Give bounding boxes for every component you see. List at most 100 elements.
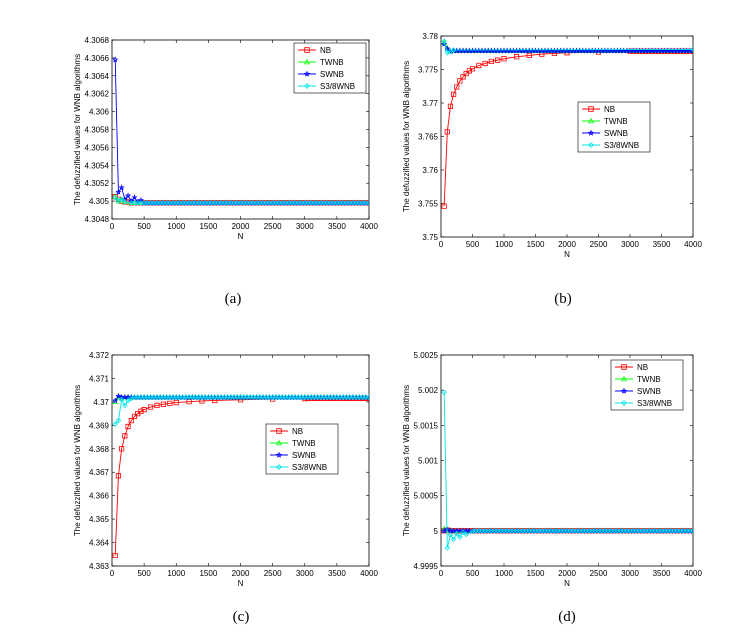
data-point (115, 473, 122, 479)
data-point (160, 401, 166, 407)
legend-entry: SWNB (604, 129, 628, 138)
data-point (112, 552, 118, 559)
legend-entry: SWNB (320, 70, 344, 79)
data-point (112, 194, 118, 201)
data-point (125, 397, 131, 404)
y-tick-label: 5.0015 (414, 421, 439, 430)
data-point (115, 198, 122, 204)
data-point (118, 396, 125, 403)
x-tick-label: 3000 (296, 569, 314, 578)
x-axis-label: N (238, 579, 244, 588)
legend-entry: NB (604, 105, 615, 114)
series-line-s38wnb (443, 41, 693, 54)
x-tick-label: 500 (137, 222, 151, 231)
legend-entry: NB (637, 363, 648, 372)
legend-entry: SWNB (292, 451, 316, 460)
subfigure-caption: (a) (225, 291, 242, 307)
y-axis-label: The defuzzified values for WNB algorithm… (73, 54, 82, 205)
data-point (441, 527, 448, 534)
x-tick-label: 0 (110, 222, 115, 231)
y-axis-label: The defuzzified values for WNB algorithm… (73, 385, 82, 536)
data-point (118, 184, 125, 191)
legend-marker (588, 106, 594, 112)
x-tick-label: 2500 (590, 569, 608, 578)
x-tick-label: 4000 (360, 222, 378, 231)
data-point (147, 404, 154, 410)
data-point (112, 421, 118, 427)
y-tick-label: 4.3052 (85, 179, 110, 188)
data-point (444, 544, 451, 551)
x-tick-label: 1000 (167, 222, 185, 231)
y-tick-label: 4.3064 (85, 72, 110, 81)
data-point (501, 56, 507, 62)
legend-entry: S3/8WNB (292, 463, 327, 472)
data-point (444, 129, 450, 135)
x-tick-label: 1500 (199, 569, 217, 578)
x-tick-label: 500 (466, 240, 480, 249)
data-point (447, 103, 454, 109)
data-point (514, 54, 520, 60)
data-point (441, 203, 447, 209)
legend-entry: SWNB (637, 387, 661, 396)
x-tick-label: 500 (466, 569, 480, 578)
data-point (112, 397, 119, 404)
data-point (141, 407, 147, 413)
data-point (441, 38, 447, 45)
data-point (450, 536, 457, 543)
y-tick-label: 4.306 (89, 108, 110, 117)
series-group (112, 56, 369, 206)
y-tick-label: 4.305 (89, 197, 110, 206)
x-tick-label: 4000 (684, 569, 702, 578)
y-tick-label: 4.3056 (85, 143, 110, 152)
x-tick-label: 2000 (232, 222, 250, 231)
y-tick-label: 3.755 (418, 200, 439, 209)
legend: NB TWNB SWNB S3/8WNB (610, 359, 684, 411)
data-point (115, 188, 122, 195)
x-tick-label: 2000 (558, 569, 576, 578)
data-point (488, 58, 494, 65)
y-tick-label: 4.3058 (85, 126, 110, 135)
data-point (131, 194, 138, 201)
data-point (441, 40, 448, 47)
legend-marker (304, 83, 310, 89)
x-tick-label: 1000 (495, 240, 513, 249)
y-tick-label: 4.3066 (85, 54, 110, 63)
legend-marker (303, 70, 311, 77)
data-point (115, 392, 122, 399)
y-tick-label: 4.364 (89, 539, 110, 548)
x-tick-label: 3500 (328, 222, 346, 231)
data-point (122, 433, 128, 439)
x-tick-label: 1000 (167, 569, 185, 578)
y-tick-label: 4.3068 (85, 36, 110, 45)
data-point (495, 57, 501, 63)
y-tick-label: 4.3062 (85, 90, 110, 99)
data-point (128, 197, 135, 204)
data-point (125, 423, 131, 430)
data-point (167, 400, 173, 406)
y-tick-label: 3.75 (422, 233, 438, 242)
y-axis-label: The defuzzified values for WNB algorithm… (402, 61, 411, 212)
legend-entry: NB (320, 46, 331, 55)
legend-entry: TWNB (320, 58, 344, 67)
data-point (154, 402, 160, 409)
legend: NB TWNB SWNB S3/8WNB (577, 101, 651, 153)
data-point (451, 91, 457, 97)
y-tick-label: 5 (434, 527, 439, 536)
legend-marker (620, 387, 628, 394)
x-tick-label: 2500 (264, 569, 282, 578)
legend-marker (304, 58, 310, 65)
legend-entry: S3/8WNB (320, 82, 355, 91)
x-axis-label: N (238, 232, 244, 241)
legend-entry: NB (292, 427, 303, 436)
data-point (124, 192, 132, 199)
chart-4: 0 500 1000 1500 2000 2500 3000 3500 4000 4.9995 5 5… (402, 351, 702, 625)
data-point (482, 60, 488, 67)
legend-entry: TWNB (604, 117, 628, 126)
y-tick-label: 3.775 (418, 66, 439, 75)
legend-marker (304, 47, 310, 53)
legend: NB TWNB SWNB S3/8WNB (293, 42, 367, 94)
y-tick-label: 3.77 (422, 99, 438, 108)
data-point (112, 56, 119, 63)
x-tick-label: 2500 (590, 240, 608, 249)
x-tick-label: 2000 (558, 240, 576, 249)
